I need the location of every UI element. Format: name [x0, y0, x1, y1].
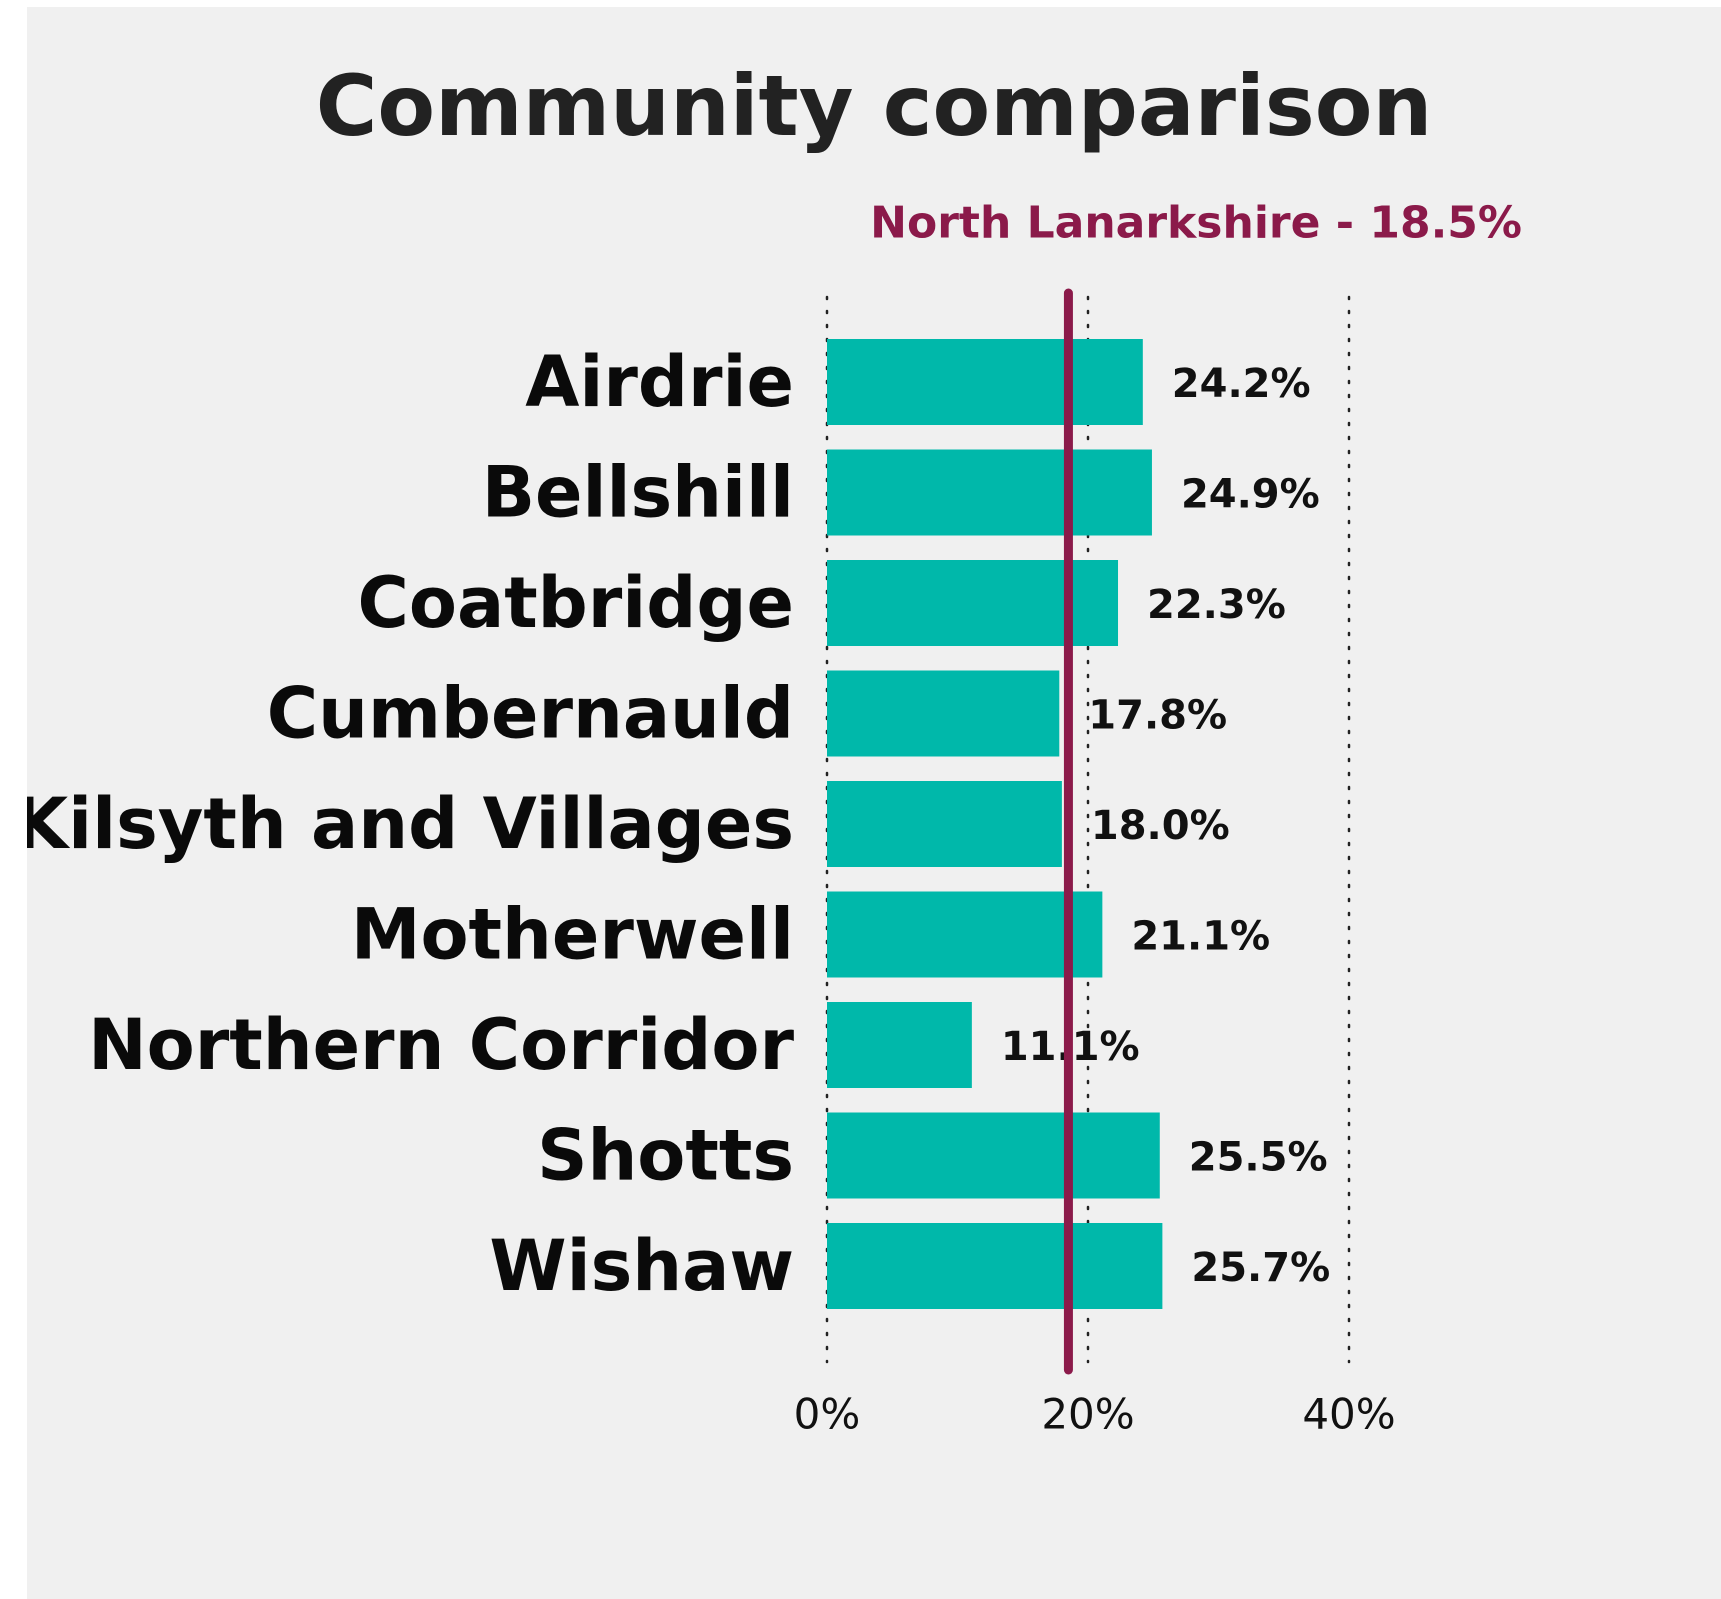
- bar: [827, 781, 1062, 867]
- category-label: Airdrie: [525, 341, 794, 423]
- bar: [827, 1002, 972, 1088]
- value-label: 25.5%: [1189, 1135, 1328, 1181]
- bar: [827, 891, 1103, 978]
- category-label: Northern Corridor: [88, 1004, 794, 1086]
- bar-chart: Airdrie 24.2% Bellshill 24.9% Coatbridge 22.3…: [27, 198, 1522, 1439]
- category-label: Kilsyth and Villages: [27, 783, 794, 865]
- x-tick-label: 20%: [1041, 1390, 1134, 1439]
- category-label: Bellshill: [482, 452, 794, 534]
- x-tick-label: 0%: [794, 1390, 861, 1439]
- value-label: 17.8%: [1088, 693, 1227, 739]
- value-label: 25.7%: [1191, 1245, 1330, 1291]
- chart-panel: Community comparison Airdrie 24.2% Bellshi…: [27, 7, 1721, 1599]
- bars: Airdrie 24.2% Bellshill 24.9% Coatbridge 22.3…: [27, 339, 1330, 1309]
- bar: [827, 670, 1060, 757]
- x-tick-label: 40%: [1302, 1390, 1395, 1439]
- value-label: 21.1%: [1131, 914, 1270, 960]
- category-label: Cumbernauld: [267, 673, 794, 755]
- bar: [827, 1223, 1163, 1309]
- chart-title: Community comparison: [315, 57, 1433, 155]
- bar: [827, 339, 1143, 425]
- value-label: 24.2%: [1172, 361, 1311, 407]
- category-label: Wishaw: [489, 1225, 794, 1307]
- value-label: 22.3%: [1147, 582, 1286, 628]
- category-label: Shotts: [537, 1115, 794, 1197]
- x-axis-ticks: 0% 20% 40%: [794, 1390, 1396, 1439]
- bar: [827, 1112, 1160, 1199]
- bar: [827, 449, 1152, 536]
- category-label: Motherwell: [351, 894, 794, 976]
- bar: [827, 560, 1119, 646]
- value-label: 18.0%: [1091, 803, 1230, 849]
- category-label: Coatbridge: [358, 562, 794, 644]
- value-label: 24.9%: [1181, 472, 1320, 518]
- reference-line-label: North Lanarkshire - 18.5%: [870, 198, 1522, 249]
